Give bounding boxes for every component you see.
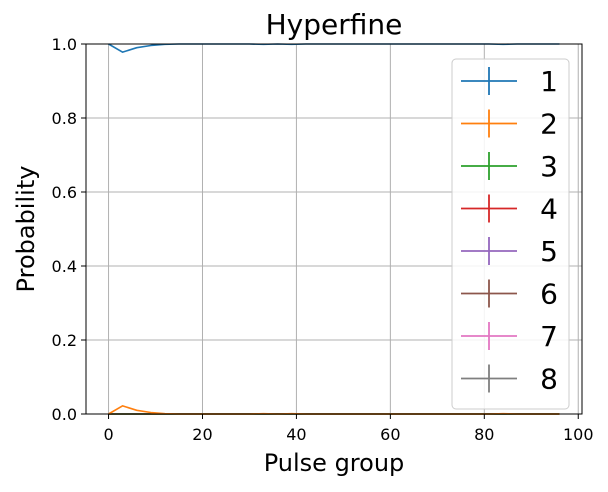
legend-label-1: 1 [540, 65, 558, 98]
x-tick-label: 100 [563, 425, 594, 444]
x-tick-label: 80 [474, 425, 494, 444]
plot-frame [85, 43, 583, 415]
legend-label-8: 8 [540, 363, 558, 396]
legend-box [451, 58, 570, 410]
y-tick-label: 1.0 [52, 35, 77, 54]
legend: 1 2 3 4 5 6 7 8 [451, 58, 570, 410]
legend-label-3: 3 [540, 150, 558, 183]
x-axis-title: Pulse group [264, 449, 405, 477]
legend-label-7: 7 [540, 320, 558, 353]
tick-layer: 0 20 40 60 80 100 0.0 0.2 0.4 0.6 0.8 1.0 [52, 35, 594, 444]
x-tick-label: 0 [103, 425, 113, 444]
y-tick-label: 0.6 [52, 183, 77, 202]
y-axis-title: Probability [12, 166, 40, 293]
legend-label-6: 6 [540, 278, 558, 311]
series-line-1 [108, 43, 560, 53]
chart-title: Hyperfine [266, 8, 403, 41]
x-tick-label: 40 [286, 425, 306, 444]
legend-label-2: 2 [540, 108, 558, 141]
y-tick-label: 0.8 [52, 109, 77, 128]
legend-label-5: 5 [540, 235, 558, 268]
y-tick-label: 0.2 [52, 331, 77, 350]
y-tick-label: 0.0 [52, 405, 77, 424]
y-tick-label: 0.4 [52, 257, 77, 276]
legend-label-4: 4 [540, 193, 558, 226]
x-tick-label: 20 [192, 425, 212, 444]
x-tick-label: 60 [380, 425, 400, 444]
